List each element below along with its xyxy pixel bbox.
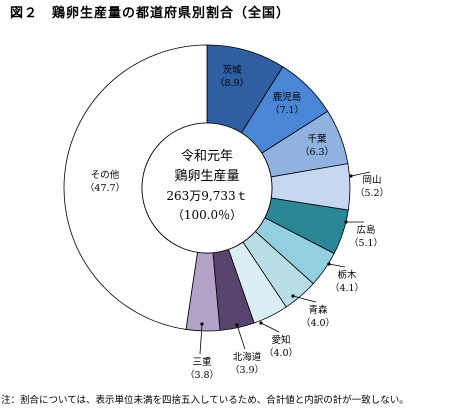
center-label-amount: 263万9,733ｔ [166, 189, 247, 203]
slice-value-11: （47.7） [85, 182, 125, 194]
leader-lines-group [199, 171, 371, 355]
leader-dot-10 [200, 322, 204, 326]
slice-label-2: 鹿児島 [273, 91, 302, 103]
slice-label-10: 三重 [192, 356, 212, 368]
slice-value-3: （6.3） [300, 146, 334, 158]
slice-value-5: （5.1） [349, 237, 383, 249]
footnote: 注：割合については、表示単位未満を四捨五入しているため、合計値と内訳の計が一致し… [1, 395, 409, 406]
slice-value-9: （3.9） [230, 364, 264, 376]
leader-dot-5 [344, 220, 348, 224]
slices-group [63, 44, 351, 332]
slice-label-8: 愛知 [271, 334, 290, 346]
center-label-percent: （100.0％） [172, 208, 242, 222]
slice-value-2: （7.1） [270, 104, 304, 116]
leader-dot-6 [327, 262, 331, 266]
leader-dot-8 [259, 321, 263, 325]
center-label-name: 鶏卵生産量 [174, 168, 239, 184]
slice-value-8: （4.0） [264, 347, 298, 359]
labels-group: 茨城（8.9）鹿児島（7.1）千葉（6.3）岡山（5.2）広島（5.1）栃木（4… [85, 64, 389, 381]
center-label-year: 令和元年 [181, 149, 233, 164]
slice-label-6: 栃木 [337, 269, 357, 281]
slice-value-1: （8.9） [215, 77, 249, 89]
slice-label-11: その他 [91, 169, 120, 181]
slice-label-7: 青森 [308, 304, 328, 316]
leader-dot-4 [349, 174, 353, 178]
leader-line-8 [260, 322, 280, 333]
leader-line-10 [199, 323, 203, 355]
slice-value-10: （3.8） [185, 369, 219, 381]
leader-line-9 [236, 324, 246, 350]
slice-value-6: （4.1） [330, 282, 364, 294]
slice-value-4: （5.2） [355, 187, 389, 199]
donut-hole [141, 122, 273, 254]
slice-label-4: 岡山 [362, 175, 381, 186]
leader-dot-9 [235, 323, 239, 327]
chart-title: 図２ 鶏卵生産量の都道府県別割合（全国） [10, 6, 291, 21]
slice-label-9: 北海道 [233, 351, 262, 363]
slice-value-7: （4.0） [301, 317, 335, 329]
leader-dot-7 [291, 294, 295, 298]
leader-line-7 [292, 295, 317, 303]
slice-label-1: 茨城 [222, 64, 242, 76]
leader-line-4 [350, 171, 371, 177]
slice-label-5: 広島 [356, 224, 375, 236]
leader-line-6 [328, 263, 346, 268]
slice-label-3: 千葉 [307, 133, 327, 145]
